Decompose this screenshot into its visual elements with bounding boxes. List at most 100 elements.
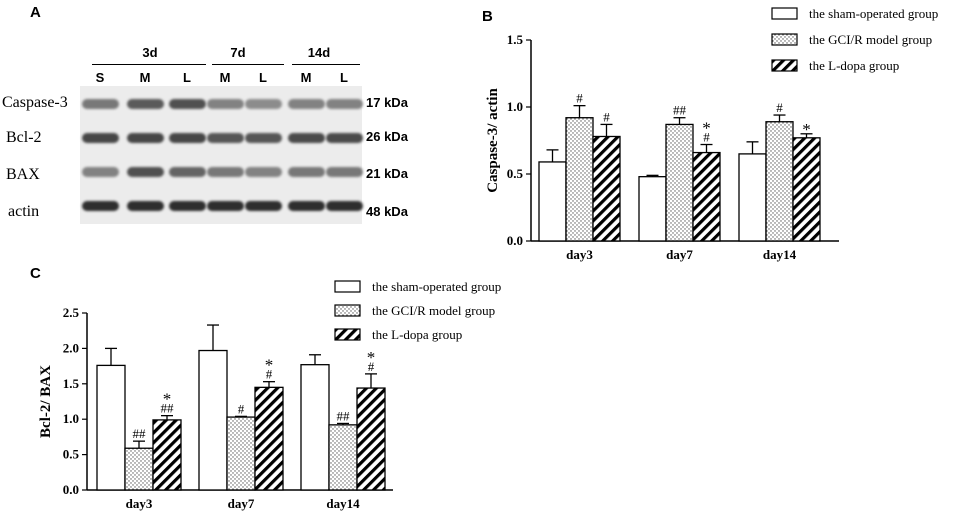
bar xyxy=(638,176,667,242)
significance-mark: ## xyxy=(673,103,687,118)
blot-band xyxy=(207,167,244,177)
legend-swatch xyxy=(334,280,361,293)
y-tick-label: 1.0 xyxy=(507,99,523,114)
kda-label-actin: 48 kDa xyxy=(366,204,408,219)
bar xyxy=(226,416,256,491)
bar xyxy=(254,386,284,491)
blot-band xyxy=(82,99,119,109)
x-tick-label: day14 xyxy=(326,496,360,511)
protein-label-actin: actin xyxy=(8,203,40,220)
panel-letter-b: B xyxy=(482,8,493,25)
x-tick-label: day7 xyxy=(228,496,255,511)
y-tick-label: 0.0 xyxy=(507,233,523,248)
bar xyxy=(328,424,358,491)
y-axis-title: Caspase-3/ actin xyxy=(485,88,501,193)
bar xyxy=(538,161,567,242)
blot-band xyxy=(127,201,164,211)
timepoint-label-3d: 3d xyxy=(142,45,158,60)
legend-swatch xyxy=(334,328,361,341)
y-tick-label: 2.5 xyxy=(63,305,80,320)
blot-band xyxy=(207,201,244,211)
legend-swatch xyxy=(771,59,798,72)
significance-mark: # xyxy=(603,109,610,124)
blot-band xyxy=(245,99,282,109)
bar xyxy=(198,349,228,491)
significance-mark: # xyxy=(776,100,783,115)
legend-label: the GCI/R model group xyxy=(372,303,495,318)
protein-label-bcl2: Bcl-2 xyxy=(6,129,42,146)
blot-band xyxy=(207,133,244,143)
blot-band xyxy=(82,201,119,211)
bar xyxy=(356,387,386,491)
lane-label-l: L xyxy=(259,70,267,85)
significance-mark: * xyxy=(265,356,274,375)
blot-band xyxy=(326,133,363,143)
lane-label-l: L xyxy=(340,70,348,85)
protein-label-bax: BAX xyxy=(6,166,40,183)
lane-label-s: S xyxy=(95,70,105,85)
blot-band xyxy=(127,99,164,109)
blot-row-bax xyxy=(80,158,363,188)
significance-mark: # xyxy=(703,130,710,145)
timepoint-rule-14d xyxy=(292,64,360,65)
bar xyxy=(692,151,721,242)
significance-mark: * xyxy=(702,119,711,138)
kda-label-bcl2: 26 kDa xyxy=(366,129,408,144)
legend-swatch xyxy=(334,304,361,317)
bar xyxy=(738,153,767,242)
blot-row-bcl2 xyxy=(80,124,363,154)
blot-band xyxy=(127,167,164,177)
bar xyxy=(592,135,621,242)
blot-band xyxy=(245,201,282,211)
blot-row-caspase3 xyxy=(80,90,363,120)
blot-band xyxy=(288,167,325,177)
significance-mark: * xyxy=(802,120,811,139)
significance-mark: # xyxy=(238,401,245,416)
blot-band xyxy=(169,167,206,177)
y-tick-label: 1.5 xyxy=(63,376,80,391)
blot-band xyxy=(326,167,363,177)
x-tick-label: day3 xyxy=(566,247,593,262)
bar xyxy=(765,121,794,242)
x-tick-label: day7 xyxy=(666,247,693,262)
significance-mark: ## xyxy=(133,426,147,441)
blot-band xyxy=(82,133,119,143)
timepoint-label-7d: 7d xyxy=(230,45,246,60)
bar xyxy=(665,123,694,242)
lane-label-m: M xyxy=(139,70,151,85)
timepoint-rule-7d xyxy=(212,64,284,65)
lane-label-m: M xyxy=(219,70,231,85)
bar xyxy=(152,419,182,491)
blot-band xyxy=(245,133,282,143)
y-tick-label: 0.5 xyxy=(507,166,524,181)
y-tick-label: 1.5 xyxy=(507,32,524,47)
x-tick-label: day14 xyxy=(763,247,797,262)
panel-letter-c: C xyxy=(30,265,41,282)
y-tick-label: 0.0 xyxy=(63,482,79,497)
x-tick-label: day3 xyxy=(126,496,153,511)
bar xyxy=(792,137,821,242)
bar xyxy=(300,364,330,491)
significance-mark: ## xyxy=(161,401,175,416)
bar xyxy=(565,117,594,242)
blot-band xyxy=(288,99,325,109)
blot-band xyxy=(288,201,325,211)
blot-band xyxy=(288,133,325,143)
legend-swatch xyxy=(771,33,798,46)
legend-label: the L-dopa group xyxy=(372,327,462,342)
significance-mark: # xyxy=(266,367,273,382)
lane-label-l: L xyxy=(183,70,191,85)
y-tick-label: 1.0 xyxy=(63,411,79,426)
protein-label-caspase3: Caspase-3 xyxy=(2,94,68,111)
legend-label: the L-dopa group xyxy=(809,58,899,73)
y-tick-label: 2.0 xyxy=(63,340,79,355)
blot-band xyxy=(169,201,206,211)
legend-label: the GCI/R model group xyxy=(809,32,932,47)
blot-band xyxy=(326,99,363,109)
timepoint-rule-3d xyxy=(92,64,206,65)
significance-mark: # xyxy=(576,91,583,106)
blot-band xyxy=(326,201,363,211)
